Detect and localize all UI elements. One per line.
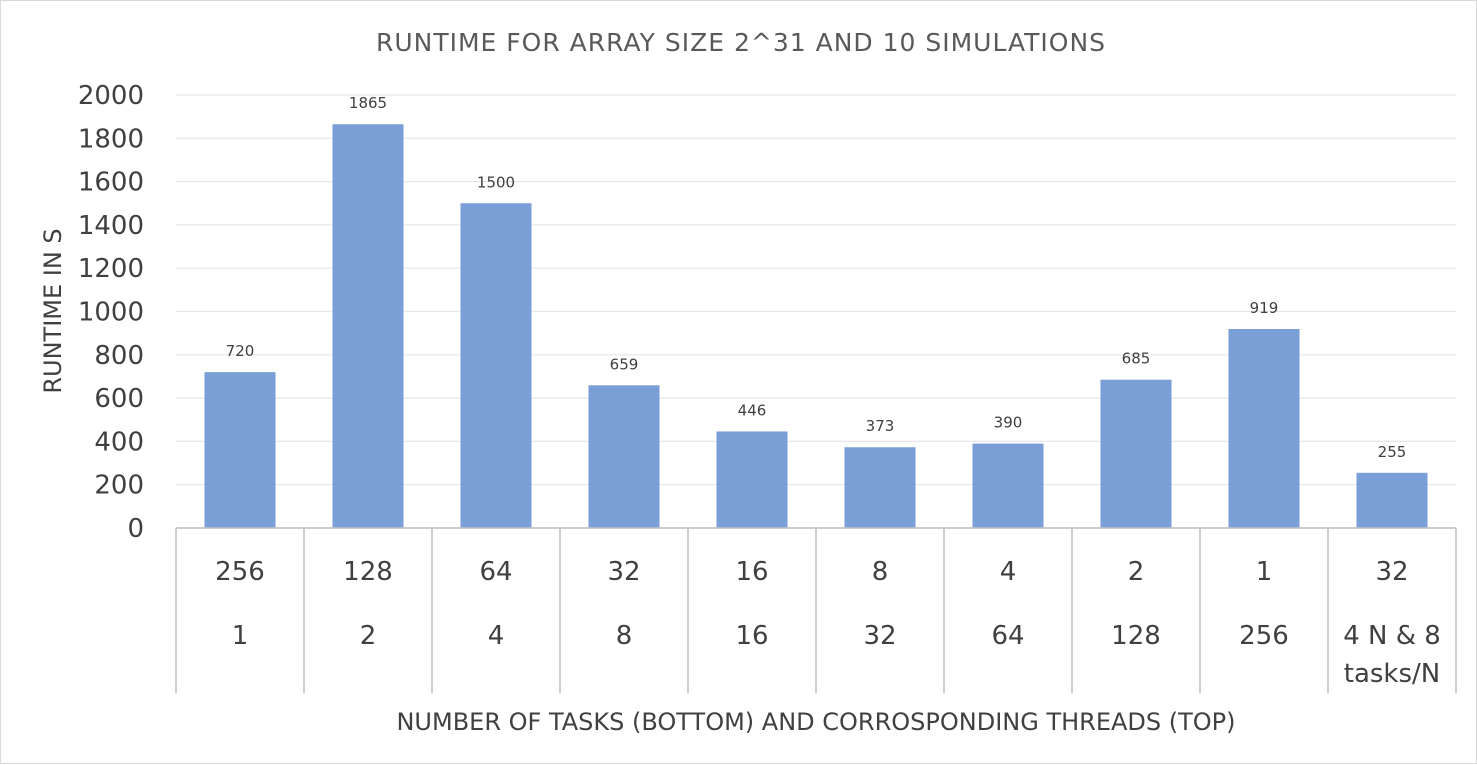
category-label-bottom: 1 bbox=[232, 621, 249, 651]
category-label-top: 32 bbox=[1375, 557, 1408, 587]
category-label-top: 64 bbox=[479, 557, 512, 587]
category-label-bottom: tasks/N bbox=[1344, 659, 1440, 689]
bar bbox=[204, 372, 276, 528]
category-label-bottom: 64 bbox=[991, 621, 1024, 651]
y-axis-label: RUNTIME IN S bbox=[39, 228, 67, 393]
category-label-bottom: 16 bbox=[735, 621, 768, 651]
bar bbox=[844, 447, 916, 528]
bar bbox=[716, 431, 788, 528]
y-tick-label: 1400 bbox=[78, 211, 144, 241]
data-label: 390 bbox=[994, 414, 1023, 432]
data-labels: 720 1865 1500 659 446 373 390 685 919 255 bbox=[226, 94, 1407, 461]
y-tick-label: 400 bbox=[94, 427, 144, 457]
data-label: 685 bbox=[1122, 350, 1151, 368]
category-label-bottom: 8 bbox=[616, 621, 633, 651]
x-axis-label: NUMBER OF TASKS (BOTTOM) AND CORROSPONDI… bbox=[396, 708, 1235, 736]
data-label: 720 bbox=[226, 342, 255, 360]
category-label-top: 128 bbox=[343, 557, 393, 587]
y-axis-ticks: 0 200 400 600 800 1000 1200 1400 1600 1800 2000 bbox=[78, 81, 144, 544]
y-tick-label: 1600 bbox=[78, 168, 144, 198]
data-label: 1865 bbox=[349, 94, 387, 112]
category-label-top: 8 bbox=[872, 557, 889, 587]
category-label-top: 4 bbox=[1000, 557, 1017, 587]
data-label: 919 bbox=[1250, 299, 1279, 317]
category-label-top: 256 bbox=[215, 557, 265, 587]
y-tick-label: 1000 bbox=[78, 298, 144, 328]
data-label: 373 bbox=[866, 417, 895, 435]
category-label-bottom: 2 bbox=[360, 621, 377, 651]
data-label: 659 bbox=[610, 355, 639, 373]
chart-title: RUNTIME FOR ARRAY SIZE 2^31 AND 10 SIMUL… bbox=[376, 28, 1106, 57]
bar bbox=[460, 203, 532, 528]
data-label: 255 bbox=[1378, 443, 1407, 461]
y-tick-label: 1800 bbox=[78, 124, 144, 154]
category-axis bbox=[175, 527, 1457, 693]
y-tick-label: 0 bbox=[127, 514, 144, 544]
data-label: 1500 bbox=[477, 173, 515, 191]
category-label-bottom: 4 N & 8 bbox=[1343, 621, 1441, 651]
y-tick-label: 2000 bbox=[78, 81, 144, 111]
data-label: 446 bbox=[738, 401, 767, 419]
bar bbox=[1356, 472, 1428, 528]
bar bbox=[588, 385, 660, 528]
bar bbox=[1100, 379, 1172, 528]
y-tick-label: 800 bbox=[94, 341, 144, 371]
bars bbox=[204, 124, 1428, 528]
category-label-bottom: 32 bbox=[863, 621, 896, 651]
y-tick-label: 600 bbox=[94, 384, 144, 414]
category-labels: 256 1 128 2 64 4 32 8 16 16 8 32 4 64 2 128 1 256 32 4 N & … bbox=[215, 557, 1441, 689]
category-label-bottom: 4 bbox=[488, 621, 505, 651]
y-tick-label: 1200 bbox=[78, 254, 144, 284]
category-label-top: 1 bbox=[1256, 557, 1273, 587]
category-label-top: 32 bbox=[607, 557, 640, 587]
category-label-top: 2 bbox=[1128, 557, 1145, 587]
y-tick-label: 200 bbox=[94, 471, 144, 501]
bar bbox=[332, 124, 404, 528]
category-label-bottom: 256 bbox=[1239, 621, 1289, 651]
category-label-top: 16 bbox=[735, 557, 768, 587]
bar bbox=[972, 443, 1044, 528]
bar bbox=[1228, 329, 1300, 528]
category-label-bottom: 128 bbox=[1111, 621, 1161, 651]
